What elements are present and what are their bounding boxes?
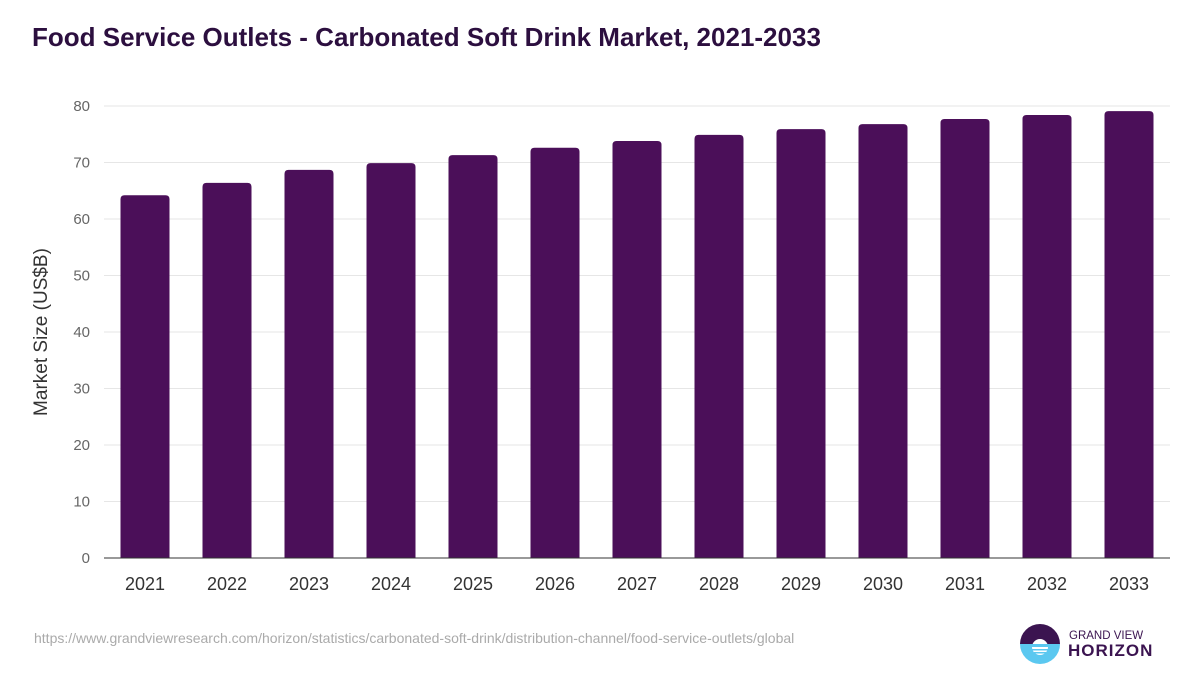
x-tick-label: 2026	[535, 574, 575, 594]
grand-view-horizon-logo: GRAND VIEW HORIZON	[1020, 624, 1153, 664]
bar-2027	[612, 141, 662, 558]
bar-2025	[448, 155, 498, 558]
bar-2024	[366, 163, 416, 558]
bar-2021	[120, 195, 170, 558]
bar-2022	[202, 182, 252, 558]
y-tick-label: 20	[73, 437, 90, 454]
y-tick-label: 10	[73, 494, 90, 511]
x-tick-label: 2028	[699, 574, 739, 594]
bar-2026	[530, 147, 580, 558]
x-tick-label: 2022	[207, 574, 247, 594]
bar-2031	[940, 118, 990, 559]
bar-2030	[858, 124, 908, 558]
x-tick-label: 2030	[863, 574, 903, 594]
bar-2023	[284, 169, 334, 558]
x-tick-label: 2029	[781, 574, 821, 594]
bar-2033	[1104, 111, 1154, 559]
logo-line1: GRAND VIEW	[1069, 630, 1143, 642]
x-tick-label: 2024	[371, 574, 411, 594]
x-tick-label: 2033	[1109, 574, 1149, 594]
y-tick-label: 40	[73, 324, 90, 341]
bar-2029	[776, 129, 826, 559]
bar-2032	[1022, 115, 1072, 558]
chart-title: Food Service Outlets - Carbonated Soft D…	[32, 22, 821, 52]
y-axis-label: Market Size (US$B)	[31, 248, 52, 416]
x-tick-label: 2027	[617, 574, 657, 594]
x-tick-label: 2032	[1027, 574, 1067, 594]
y-tick-label: 70	[73, 155, 90, 172]
y-tick-label: 50	[73, 268, 90, 285]
bar-2028	[694, 134, 744, 558]
y-tick-label: 60	[73, 211, 90, 228]
x-tick-label: 2023	[289, 574, 329, 594]
x-tick-label: 2025	[453, 574, 493, 594]
y-tick-label: 80	[73, 98, 90, 115]
source-url: https://www.grandviewresearch.com/horizo…	[34, 630, 795, 646]
x-tick-label: 2031	[945, 574, 985, 594]
x-tick-label: 2021	[125, 574, 165, 594]
logo-line2: HORIZON	[1068, 641, 1153, 660]
y-tick-label: 30	[73, 381, 90, 398]
y-tick-label: 0	[82, 550, 90, 567]
